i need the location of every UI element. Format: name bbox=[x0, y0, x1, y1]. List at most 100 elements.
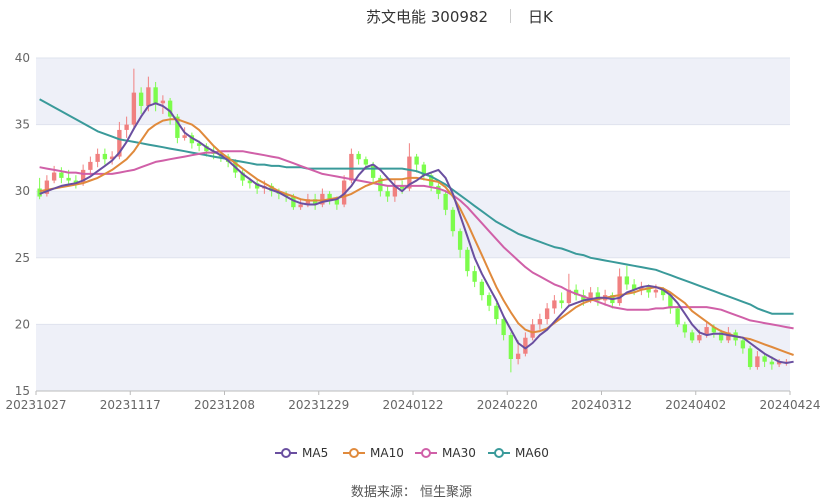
x-tick-label: 20231117 bbox=[100, 398, 161, 412]
candle-body bbox=[660, 289, 666, 296]
legend-marker-icon bbox=[275, 448, 297, 458]
candle-body bbox=[668, 295, 673, 309]
candle-body bbox=[44, 180, 50, 194]
y-tick-label: 15 bbox=[15, 384, 30, 398]
y-tick-label: 35 bbox=[15, 118, 30, 132]
candle-body bbox=[530, 324, 535, 338]
candle-body bbox=[508, 335, 514, 360]
candle-body bbox=[204, 145, 209, 152]
legend-item-ma10[interactable]: MA10 bbox=[343, 443, 404, 463]
candle-body bbox=[762, 356, 767, 362]
candle-body bbox=[327, 193, 332, 200]
candle-body bbox=[682, 324, 688, 333]
candle-body bbox=[392, 185, 398, 197]
x-tick-label: 20240424 bbox=[759, 398, 820, 412]
candle-body bbox=[501, 319, 506, 336]
candle-body bbox=[726, 332, 731, 341]
candle-body bbox=[515, 353, 521, 360]
series-line-ma60 bbox=[39, 98, 794, 315]
candle-body bbox=[167, 100, 173, 117]
candle-body bbox=[581, 295, 586, 301]
series-line-ma30 bbox=[39, 150, 794, 330]
grid-band bbox=[36, 191, 790, 258]
candle-body bbox=[450, 209, 456, 232]
candle-body bbox=[769, 361, 775, 365]
candle-body bbox=[66, 177, 71, 181]
candle-body bbox=[95, 153, 100, 162]
candle-body bbox=[436, 185, 441, 194]
candle-body bbox=[486, 295, 492, 306]
candle-body bbox=[349, 153, 354, 181]
legend-item-ma30[interactable]: MA30 bbox=[415, 443, 476, 463]
candle-body bbox=[776, 361, 782, 365]
legend-item-ma60[interactable]: MA60 bbox=[488, 443, 549, 463]
candle-body bbox=[269, 185, 274, 192]
candle-body bbox=[363, 159, 369, 165]
candle-body bbox=[320, 193, 325, 205]
candle-body bbox=[298, 204, 303, 208]
candle-body bbox=[624, 276, 630, 285]
candle-body bbox=[494, 305, 499, 320]
candle-body bbox=[399, 185, 405, 189]
x-tick-label: 20231027 bbox=[5, 398, 66, 412]
candle-body bbox=[704, 327, 709, 336]
legend-marker-icon bbox=[343, 448, 365, 458]
candle-body bbox=[421, 164, 427, 176]
x-tick-label: 20240402 bbox=[665, 398, 726, 412]
x-tick-label: 20240312 bbox=[571, 398, 632, 412]
candle-body bbox=[523, 337, 528, 354]
candle-body bbox=[573, 289, 579, 296]
candle-body bbox=[588, 292, 593, 301]
candle-body bbox=[653, 289, 659, 293]
legend-label: MA30 bbox=[442, 446, 476, 460]
candle-body bbox=[711, 327, 717, 333]
candle-body bbox=[240, 172, 245, 181]
candle-body bbox=[675, 308, 680, 325]
candle-body bbox=[182, 135, 187, 138]
candle-body bbox=[370, 164, 376, 178]
candle-body bbox=[646, 287, 651, 293]
x-tick-label: 20231229 bbox=[288, 398, 349, 412]
legend-marker-icon bbox=[415, 448, 437, 458]
x-tick-label: 20231208 bbox=[194, 398, 255, 412]
candle-body bbox=[457, 231, 463, 250]
legend-item-ma5[interactable]: MA5 bbox=[275, 443, 328, 463]
legend-label: MA10 bbox=[370, 446, 404, 460]
candle-body bbox=[312, 199, 318, 205]
y-tick-label: 40 bbox=[15, 51, 30, 65]
candle-body bbox=[544, 308, 550, 320]
candle-body bbox=[146, 87, 151, 106]
candle-body bbox=[88, 161, 93, 170]
candle-body bbox=[254, 183, 260, 189]
candle-body bbox=[334, 199, 340, 205]
candle-body bbox=[740, 340, 746, 349]
candle-body bbox=[109, 156, 115, 160]
legend-marker-icon bbox=[488, 448, 510, 458]
candle-body bbox=[559, 300, 564, 304]
candlestick-chart: 15 20 25 30 35 40 20231027 20231117 20231208 2023… bbox=[5, 51, 820, 412]
candle-body bbox=[356, 153, 361, 160]
candle-body bbox=[124, 124, 129, 130]
x-tick-label: 20240220 bbox=[477, 398, 538, 412]
candle-body bbox=[196, 143, 202, 146]
candle-body bbox=[153, 87, 158, 104]
candle-body bbox=[138, 92, 144, 106]
candle-body bbox=[283, 193, 289, 197]
candle-body bbox=[175, 116, 180, 138]
legend-label: MA5 bbox=[302, 446, 329, 460]
candle-body bbox=[639, 287, 644, 290]
candle-body bbox=[51, 172, 57, 181]
candle-body bbox=[80, 169, 86, 184]
candle-body bbox=[160, 100, 166, 104]
candle-body bbox=[689, 332, 695, 341]
candle-body bbox=[73, 180, 79, 184]
candle-body bbox=[697, 335, 702, 341]
candle-body bbox=[305, 199, 311, 205]
candle-body bbox=[755, 356, 760, 368]
y-tick-label: 30 bbox=[15, 184, 30, 198]
candle-body bbox=[131, 92, 137, 125]
legend: MA5 MA10 MA30 MA60 bbox=[0, 443, 823, 463]
legend-label: MA60 bbox=[515, 446, 549, 460]
candle-body bbox=[465, 249, 470, 272]
candle-body bbox=[537, 319, 543, 325]
